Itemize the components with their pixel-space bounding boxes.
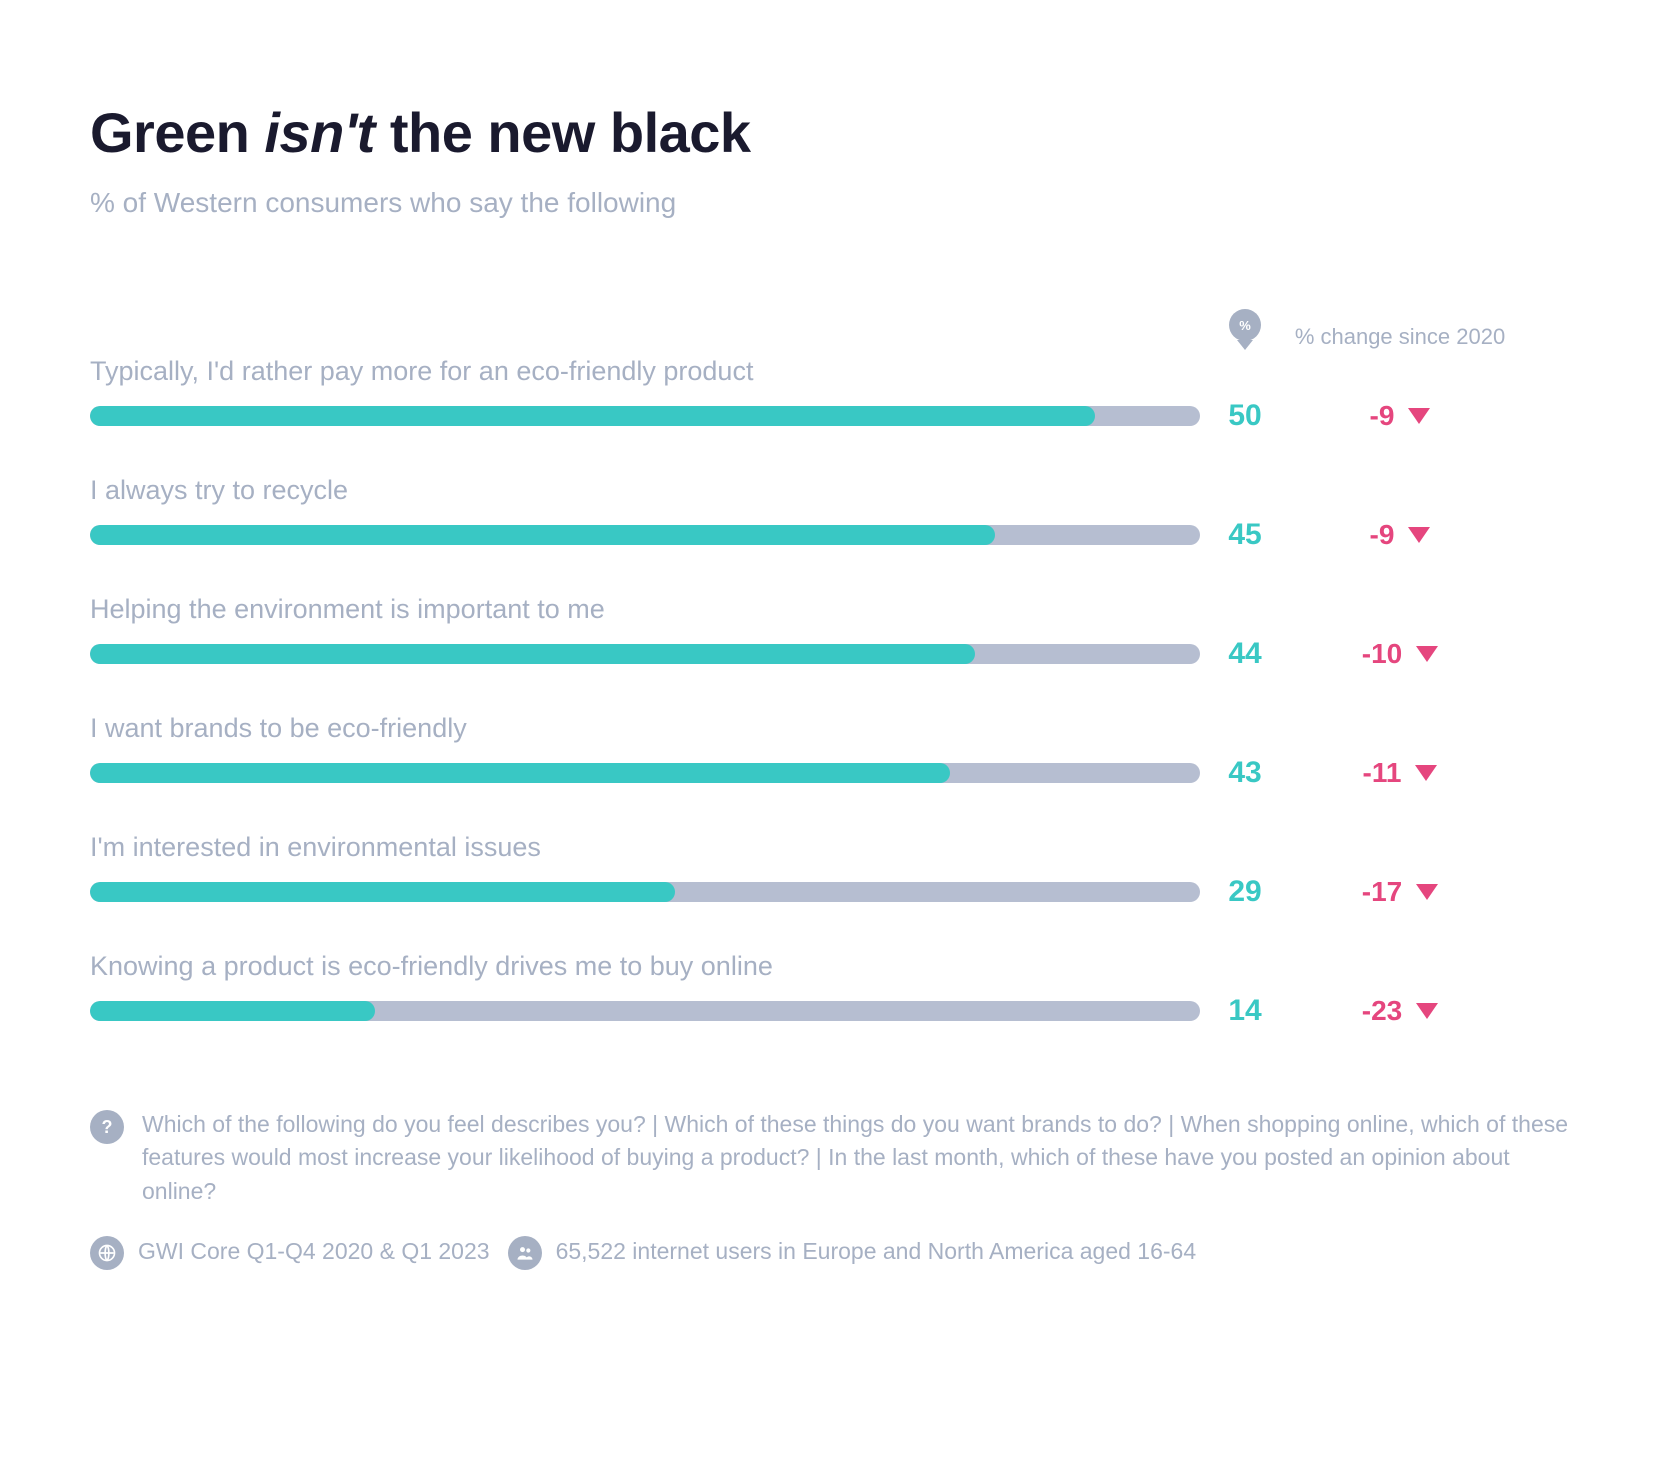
question-icon: ?: [90, 1110, 124, 1144]
bar-row: Helping the environment is important to …: [90, 594, 1585, 671]
bar-row: Typically, I'd rather pay more for an ec…: [90, 356, 1585, 433]
change-value: -23: [1362, 995, 1402, 1027]
bar-value: 14: [1200, 994, 1290, 1028]
change-value: -9: [1370, 519, 1395, 551]
bar-label: I'm interested in environmental issues: [90, 832, 1585, 863]
triangle-down-icon: [1415, 765, 1437, 781]
title-italic: isn't: [264, 101, 374, 164]
bar-track: [90, 525, 1200, 545]
source-icon: [90, 1236, 124, 1270]
footer-source-text: GWI Core Q1-Q4 2020 & Q1 2023: [138, 1235, 490, 1268]
change-value: -9: [1370, 400, 1395, 432]
bar-change: -9: [1290, 519, 1510, 551]
percent-badge-icon: %: [1229, 309, 1261, 350]
bar-value: 45: [1200, 518, 1290, 552]
bar-change: -23: [1290, 995, 1510, 1027]
chart-title: Green isn't the new black: [90, 100, 1585, 165]
column-headers: % % change since 2020: [90, 309, 1585, 350]
triangle-down-icon: [1408, 527, 1430, 543]
bar-change: -11: [1290, 757, 1510, 789]
change-value: -10: [1362, 638, 1402, 670]
bar-label: Knowing a product is eco-friendly drives…: [90, 951, 1585, 982]
bar-label: Helping the environment is important to …: [90, 594, 1585, 625]
bar-fill: [90, 406, 1095, 426]
triangle-down-icon: [1408, 408, 1430, 424]
triangle-down-icon: [1416, 1003, 1438, 1019]
bar-label: I always try to recycle: [90, 475, 1585, 506]
bar-row: I always try to recycle 45 -9: [90, 475, 1585, 552]
bar-fill: [90, 644, 975, 664]
footer-question-text: Which of the following do you feel descr…: [142, 1108, 1585, 1208]
change-value: -17: [1362, 876, 1402, 908]
bar-value: 50: [1200, 399, 1290, 433]
title-pre: Green: [90, 101, 264, 164]
bar-track: [90, 1001, 1200, 1021]
bar-track: [90, 644, 1200, 664]
bar-change: -17: [1290, 876, 1510, 908]
bar-change: -10: [1290, 638, 1510, 670]
bar-row: Knowing a product is eco-friendly drives…: [90, 951, 1585, 1028]
bar-row: I want brands to be eco-friendly 43 -11: [90, 713, 1585, 790]
bar-chart: % % change since 2020 Typically, I'd rat…: [90, 309, 1585, 1028]
bar-track: [90, 406, 1200, 426]
bar-change: -9: [1290, 400, 1510, 432]
change-column-header: % change since 2020: [1290, 324, 1510, 350]
bar-fill: [90, 763, 950, 783]
bar-track: [90, 882, 1200, 902]
footer-base-text: 65,522 internet users in Europe and Nort…: [556, 1235, 1197, 1268]
bar-fill: [90, 882, 675, 902]
bar-value: 44: [1200, 637, 1290, 671]
bar-row: I'm interested in environmental issues 29…: [90, 832, 1585, 909]
chart-subtitle: % of Western consumers who say the follo…: [90, 187, 1585, 219]
triangle-down-icon: [1416, 646, 1438, 662]
bar-label: I want brands to be eco-friendly: [90, 713, 1585, 744]
bar-value: 29: [1200, 875, 1290, 909]
bar-track: [90, 763, 1200, 783]
title-post: the new black: [375, 101, 751, 164]
bar-fill: [90, 525, 995, 545]
triangle-down-icon: [1416, 884, 1438, 900]
people-icon: [508, 1236, 542, 1270]
bar-label: Typically, I'd rather pay more for an ec…: [90, 356, 1585, 387]
bar-value: 43: [1200, 756, 1290, 790]
bar-fill: [90, 1001, 375, 1021]
chart-footer: ? Which of the following do you feel des…: [90, 1108, 1585, 1270]
change-value: -11: [1363, 757, 1402, 789]
